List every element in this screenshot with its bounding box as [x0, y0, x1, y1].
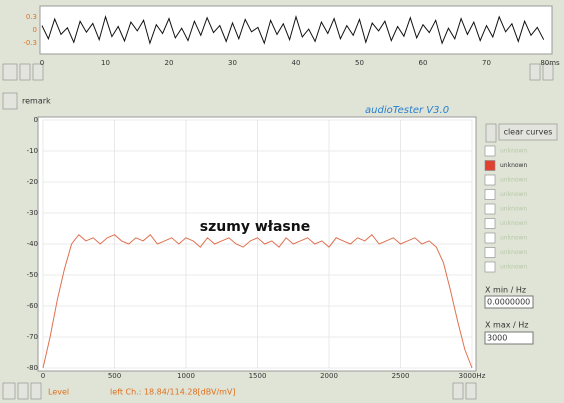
spin-button[interactable] — [485, 123, 497, 143]
y-tick-label: -40 — [27, 240, 38, 248]
curve-label: unknown — [500, 162, 527, 169]
x-tick-label: 1500 — [249, 372, 267, 380]
curve-label: unknown — [500, 191, 527, 198]
y-tick-label: 0 — [34, 116, 38, 124]
x-tick-label: 0 — [40, 59, 44, 67]
x-tick-label: 50 — [355, 59, 364, 67]
series-line — [42, 233, 473, 369]
curve-label: unknown — [500, 148, 527, 155]
spin-button[interactable] — [542, 63, 554, 81]
xmax-label: X max / Hz — [485, 321, 528, 330]
spin-button[interactable] — [32, 63, 44, 81]
y-tick-label: 0.3 — [26, 13, 37, 21]
y-tick-label: -20 — [27, 178, 38, 186]
spin-button[interactable] — [452, 382, 464, 400]
waveform-panel — [39, 5, 553, 55]
spin-button[interactable] — [19, 63, 31, 81]
x-tick-label: 60 — [419, 59, 428, 67]
xmin-label: X min / Hz — [485, 286, 526, 295]
curve-checkbox[interactable] — [484, 232, 496, 244]
curve-checkbox[interactable] — [484, 218, 496, 229]
status-text: left Ch.: 18.84/114.28[dBV/mV] — [110, 388, 236, 397]
spin-buttons[interactable] — [2, 63, 554, 400]
clear-button[interactable] — [498, 123, 558, 141]
curve-label: unknown — [500, 264, 527, 271]
x-tick-label: 70 — [482, 59, 491, 67]
y-tick-label: -10 — [27, 147, 38, 155]
xmax-value: 3000 — [487, 334, 507, 343]
y-tick-label: -0.3 — [23, 39, 37, 47]
curve-checkbox[interactable] — [484, 174, 496, 186]
x-tick-label: 30 — [228, 59, 237, 67]
spin-button[interactable] — [465, 382, 477, 400]
curve-label: unknown — [500, 177, 527, 184]
xmin-input[interactable] — [484, 295, 534, 309]
spin-button[interactable] — [529, 63, 541, 81]
y-tick-label: -70 — [27, 333, 38, 341]
y-tick-label: -80 — [27, 364, 38, 372]
clear-button-label: clear curves — [504, 128, 553, 137]
x-tick-label: 1000 — [177, 372, 195, 380]
x-tick-label: 40 — [292, 59, 301, 67]
curve-checkbox[interactable] — [484, 189, 496, 200]
app-title: audioTester V3.0 — [365, 105, 449, 116]
spin-button[interactable] — [2, 92, 18, 110]
y-tick-label: -60 — [27, 302, 38, 310]
x-tick-label: 2500 — [392, 372, 410, 380]
spin-button[interactable] — [2, 382, 16, 400]
curve-checkbox[interactable] — [484, 247, 496, 258]
x-tick-label: 10 — [101, 59, 110, 67]
curve-checkbox[interactable] — [484, 203, 496, 215]
spin-button[interactable] — [2, 63, 18, 81]
x-tick-label: 500 — [108, 372, 121, 380]
curve-label: unknown — [500, 235, 527, 242]
x-tick-label: 20 — [165, 59, 174, 67]
level-label: Level — [48, 388, 69, 397]
xmax-input[interactable] — [484, 331, 534, 345]
series-line — [41, 15, 545, 45]
x-tick-label: 2000 — [320, 372, 338, 380]
curve-label: unknown — [500, 249, 527, 256]
y-tick-label: 0 — [33, 26, 37, 34]
curve-checkbox[interactable] — [484, 261, 496, 273]
y-tick-label: -50 — [27, 271, 38, 279]
spin-button[interactable] — [30, 382, 42, 400]
y-tick-label: -30 — [27, 209, 38, 217]
curve-checkbox[interactable] — [484, 160, 496, 171]
x-tick-label: 3000Hz — [459, 372, 486, 380]
xmin-value: 0.0000000 — [487, 298, 530, 307]
spin-button[interactable] — [17, 382, 29, 400]
x-tick-label: 0 — [41, 372, 45, 380]
remark-label: remark — [22, 97, 51, 106]
x-tick-label: 80ms — [540, 59, 560, 67]
curve-label: unknown — [500, 220, 527, 227]
annotation: szumy własne — [200, 219, 310, 235]
curve-label: unknown — [500, 206, 527, 213]
curve-checkbox[interactable] — [484, 145, 496, 157]
